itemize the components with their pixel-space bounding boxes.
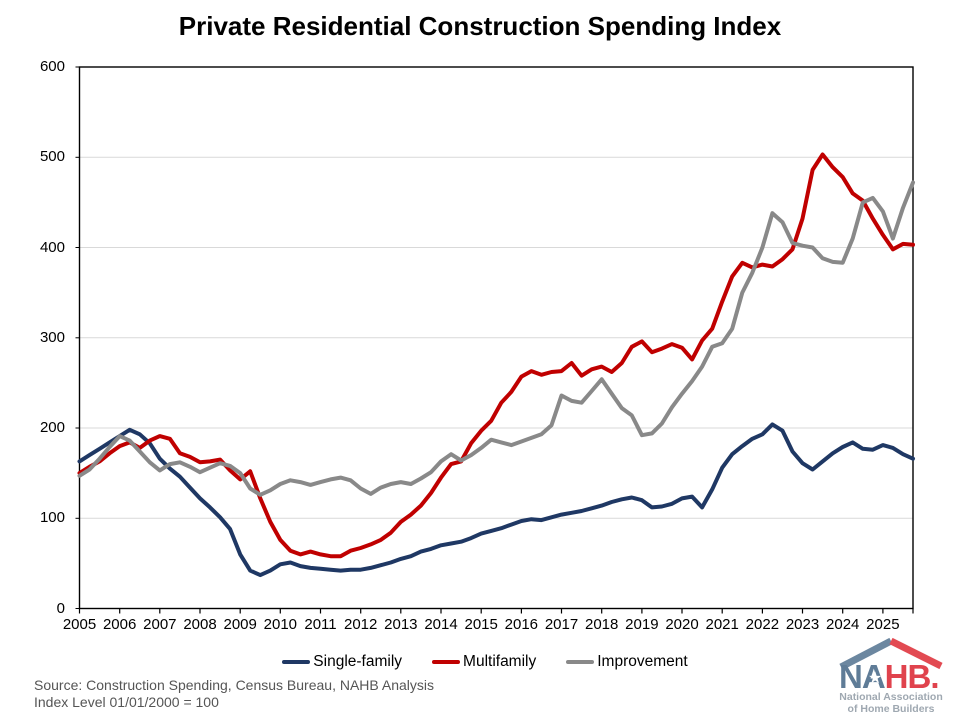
y-tick-label: 100 bbox=[39, 509, 65, 527]
legend: Single-family Multifamily Improvement bbox=[0, 653, 960, 671]
source-line-2: Index Level 01/01/2000 = 100 bbox=[34, 694, 219, 710]
y-tick-label: 400 bbox=[39, 238, 65, 256]
x-tick-label: 2005 bbox=[62, 616, 97, 633]
x-tick-label: 2009 bbox=[223, 616, 257, 633]
improvement-line-swatch bbox=[566, 660, 595, 664]
x-tick-label: 2013 bbox=[384, 616, 418, 633]
x-tick-label: 2008 bbox=[183, 616, 217, 633]
logo-roof-right bbox=[889, 637, 943, 670]
nahb-logo-graphic: NAHB. ★ bbox=[839, 637, 943, 695]
x-tick-label: 2018 bbox=[585, 616, 619, 633]
nahb-wordmark: NAHB. bbox=[839, 658, 939, 695]
logo-tagline-2: of Home Builders bbox=[847, 703, 935, 715]
x-tick-label: 2023 bbox=[785, 616, 820, 633]
x-tick-label: 2021 bbox=[705, 616, 739, 633]
x-tick-label: 2020 bbox=[665, 616, 699, 633]
legend-item-improvement: Improvement bbox=[566, 653, 688, 671]
x-tick-label: 2017 bbox=[544, 616, 579, 633]
x-tick-label: 2016 bbox=[504, 616, 539, 633]
x-tick-label: 2022 bbox=[745, 616, 780, 633]
x-tick-label: 2006 bbox=[102, 616, 137, 633]
legend-item-single-family: Single-family bbox=[282, 653, 402, 671]
multifamily-line-swatch bbox=[432, 660, 461, 664]
x-tick-label: 2024 bbox=[826, 616, 860, 633]
y-tick-label: 600 bbox=[39, 58, 65, 75]
x-tick-label: 2011 bbox=[304, 616, 337, 633]
logo-roof-left bbox=[839, 637, 893, 671]
legend-label-single-family: Single-family bbox=[313, 653, 403, 670]
y-tick-label: 200 bbox=[39, 419, 65, 436]
x-tick-label: 2014 bbox=[424, 616, 458, 633]
x-tick-label: 2012 bbox=[343, 616, 378, 633]
legend-label-improvement: Improvement bbox=[597, 653, 688, 670]
legend-label-multifamily: Multifamily bbox=[463, 653, 537, 670]
y-tick-label: 300 bbox=[39, 328, 65, 346]
source-line-1: Source: Construction Spending, Census Bu… bbox=[34, 677, 434, 693]
x-tick-label: 2019 bbox=[625, 616, 659, 633]
source-note: Source: Construction Spending, Census Bu… bbox=[34, 677, 434, 711]
y-tick-label: 0 bbox=[56, 599, 65, 617]
y-tick-label: 500 bbox=[39, 148, 65, 166]
star-icon: ★ bbox=[868, 670, 882, 687]
x-tick-label: 2007 bbox=[143, 616, 177, 633]
nahb-logo: NAHB. ★ National Association of Home Bui… bbox=[835, 636, 947, 716]
x-tick-label: 2025 bbox=[866, 616, 900, 633]
chart-title: Private Residential Construction Spendin… bbox=[178, 11, 782, 41]
logo-tagline-1: National Association bbox=[839, 691, 943, 703]
legend-item-multifamily: Multifamily bbox=[432, 653, 536, 671]
x-tick-label: 2010 bbox=[263, 616, 298, 633]
x-tick-label: 2015 bbox=[464, 616, 498, 633]
single-family-line-swatch bbox=[282, 660, 311, 664]
